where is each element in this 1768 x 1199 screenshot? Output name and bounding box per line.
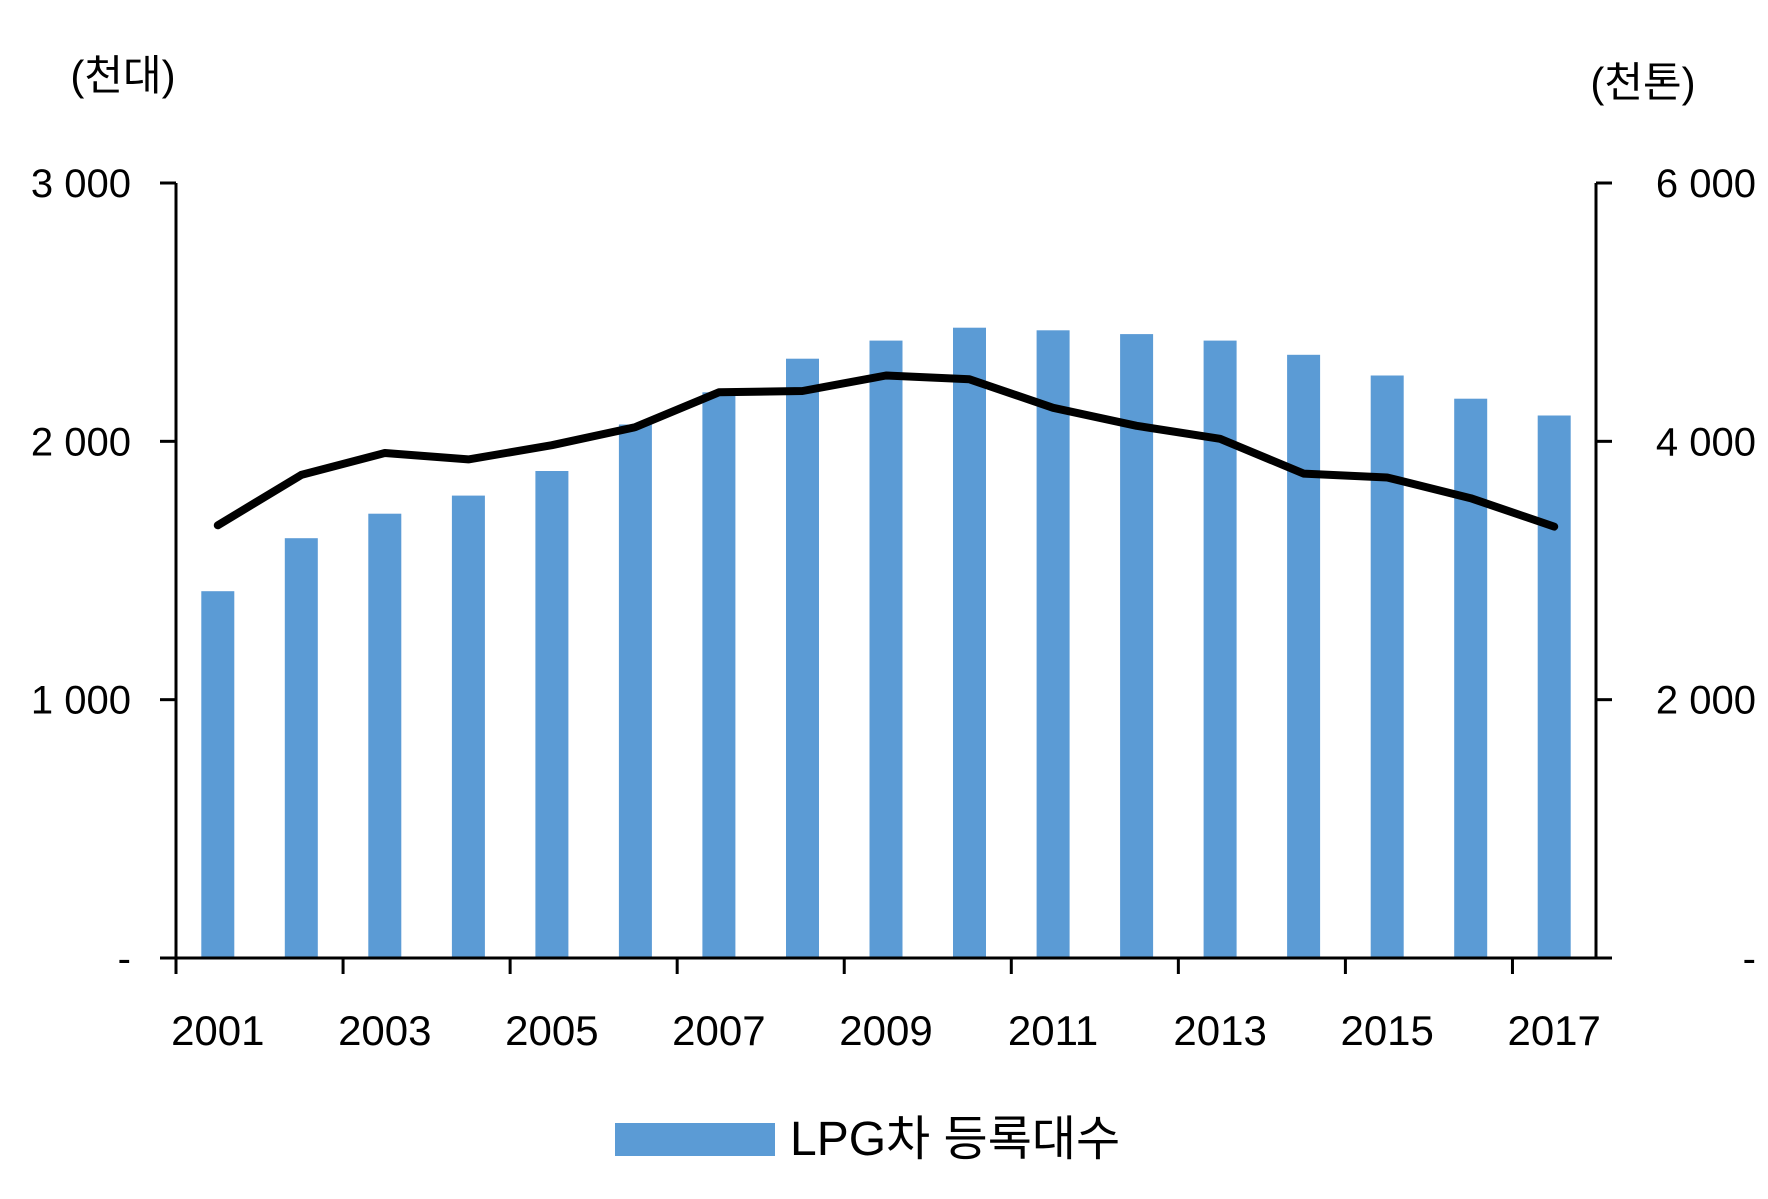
x-tick-label: 2017 — [1507, 1007, 1600, 1054]
bar-2016 — [1454, 398, 1488, 958]
legend-label: LPG차 등록대수 — [790, 1113, 1120, 1166]
line-point-2011 — [1052, 407, 1054, 409]
bar-series — [201, 327, 1571, 959]
bar-2010 — [953, 327, 986, 958]
bar-2004 — [451, 495, 485, 958]
x-tick-label: 2011 — [1008, 1007, 1098, 1054]
line-point-2015 — [1386, 477, 1388, 478]
bar-2012 — [1120, 334, 1154, 959]
x-tick-label: 2005 — [505, 1007, 598, 1054]
line-point-2008 — [802, 390, 803, 392]
line-point-2013 — [1219, 438, 1221, 440]
bar-2015 — [1370, 375, 1404, 958]
right-axis-unit-label: (천톤) — [1590, 59, 1695, 106]
left-tick-label: 2 000 — [31, 420, 131, 464]
left-axis-ticks: - 1 000 2 000 3 000 — [31, 162, 176, 981]
right-tick-label: 4 000 — [1656, 420, 1756, 464]
bar-2001 — [201, 591, 235, 958]
line-point-2017 — [1553, 526, 1555, 528]
left-axis-unit-label: (천대) — [70, 52, 175, 99]
bar-2014 — [1287, 354, 1321, 958]
left-tick-label: 1 000 — [31, 679, 131, 723]
line-point-2016 — [1470, 497, 1472, 499]
left-tick-label: - — [118, 937, 131, 981]
x-tick-label: 2003 — [338, 1007, 431, 1054]
bar-2002 — [284, 538, 318, 958]
x-tick-label: 2013 — [1173, 1007, 1266, 1054]
right-tick-label: 2 000 — [1656, 679, 1756, 723]
bar-2008 — [786, 358, 819, 958]
x-tick-label: 2001 — [171, 1007, 264, 1054]
line-point-2010 — [969, 378, 970, 380]
line-point-2003 — [384, 452, 386, 454]
bar-2011 — [1036, 330, 1070, 959]
bar-2017 — [1537, 415, 1571, 958]
line-point-2001 — [217, 524, 219, 526]
right-axis-ticks: - 2 000 4 000 6 000 — [1596, 162, 1756, 981]
line-point-2014 — [1303, 473, 1305, 475]
line-point-2006 — [634, 426, 636, 428]
legend-swatch — [615, 1123, 775, 1156]
line-point-2012 — [1136, 425, 1138, 427]
line-point-2009 — [885, 375, 887, 376]
right-tick-label: 6 000 — [1656, 162, 1756, 206]
line-point-2005 — [551, 444, 553, 446]
x-tick-label: 2015 — [1340, 1007, 1433, 1054]
x-tick-label: 2007 — [672, 1007, 765, 1054]
bar-2005 — [535, 471, 569, 958]
line-series — [213, 371, 1559, 531]
left-tick-label: 3 000 — [31, 162, 131, 206]
line-point-2004 — [467, 458, 469, 460]
x-tick-label: 2009 — [839, 1007, 932, 1054]
bar-2006 — [618, 424, 652, 958]
right-tick-label: - — [1743, 937, 1756, 981]
line-point-2007 — [718, 391, 720, 393]
bar-2009 — [869, 340, 903, 959]
x-axis-ticks: 2001 2003 2005 2007 2009 2011 2013 2015 2017 — [171, 958, 1601, 1054]
bar-2007 — [702, 392, 736, 959]
legend: LPG차 등록대수 — [615, 1113, 1120, 1166]
axes — [174, 183, 1598, 960]
line-point-2002 — [300, 474, 302, 476]
bar-2003 — [368, 513, 402, 958]
